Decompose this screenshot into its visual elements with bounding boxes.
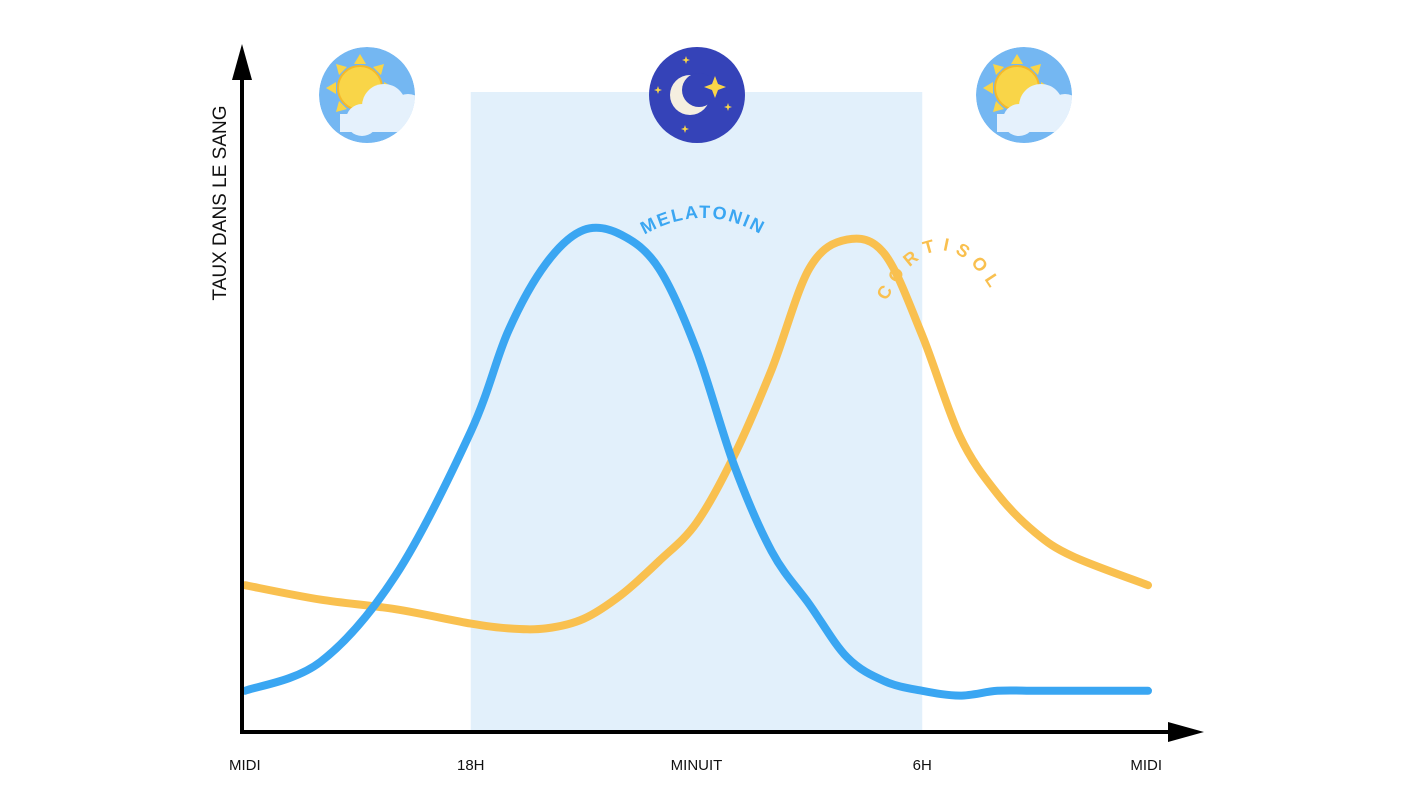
x-axis-arrow (1168, 722, 1204, 742)
night-band (470, 92, 923, 730)
x-tick-label: MIDI (229, 757, 261, 774)
sun-cloud-icon (319, 47, 415, 143)
x-tick-label: MIDI (1130, 757, 1162, 774)
y-axis-label: TAUX DANS LE SANG (210, 106, 231, 301)
melatonin-line (241, 223, 1152, 700)
cortisol-line (241, 234, 1152, 634)
x-tick-label: 18H (457, 757, 485, 774)
y-axis-arrow (232, 44, 252, 80)
x-tick-label: MINUIT (671, 757, 723, 774)
moon-stars-icon (649, 47, 745, 143)
sun-cloud-icon (976, 47, 1072, 143)
x-tick-label: 6H (913, 757, 932, 774)
